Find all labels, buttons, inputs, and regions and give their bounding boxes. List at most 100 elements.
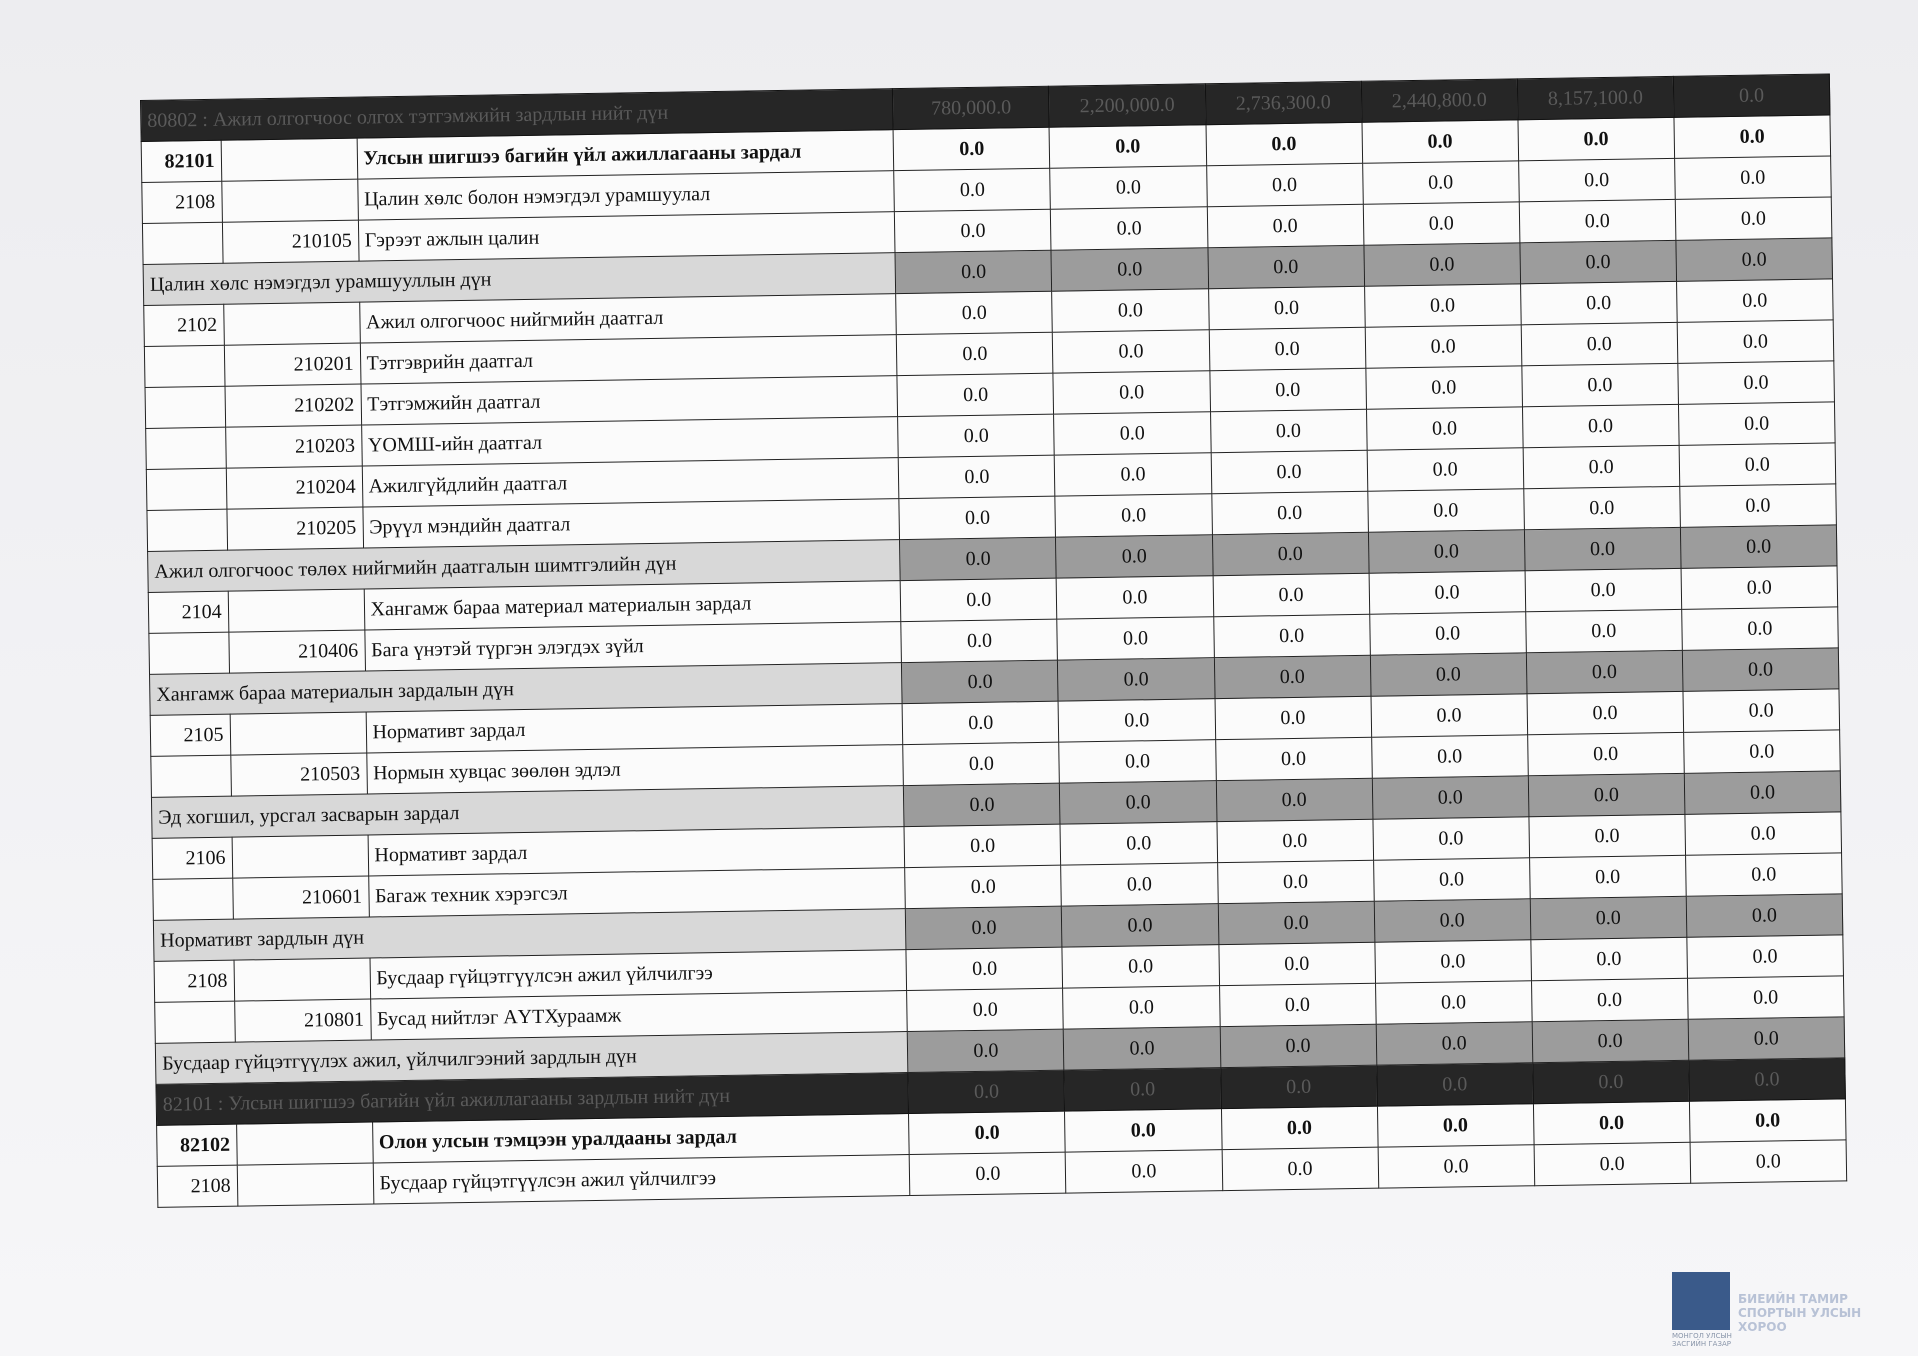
amount-cell: 0.0	[1053, 370, 1211, 415]
amount-cell: 0.0	[1681, 606, 1839, 651]
account-code: 2102	[143, 304, 224, 347]
sub-code: 210503	[230, 753, 367, 797]
amount-cell: 0.0	[1361, 119, 1519, 164]
amount-cell: 0.0	[906, 988, 1064, 1032]
account-code: 2105	[150, 714, 231, 757]
amount-cell: 0.0	[1061, 862, 1218, 907]
amount-cell: 0.0	[1679, 483, 1837, 528]
amount-cell: 0.0	[1527, 732, 1685, 776]
amount-cell: 0.0	[894, 168, 1051, 212]
account-code	[145, 427, 226, 470]
amount-cell: 0.0	[1371, 775, 1529, 820]
amount-cell: 0.0	[1675, 237, 1833, 282]
amount-cell: 0.0	[1688, 1057, 1846, 1102]
amount-cell: 0.0	[1367, 488, 1525, 533]
amount-cell: 0.0	[1677, 360, 1835, 405]
sub-code: 210204	[225, 466, 363, 510]
amount-cell: 0.0	[1056, 575, 1214, 620]
amount-cell: 0.0	[1684, 770, 1841, 815]
account-code: 82101	[141, 140, 222, 183]
amount-cell: 0.0	[1518, 199, 1676, 243]
amount-cell: 0.0	[903, 742, 1060, 786]
amount-cell: 0.0	[1221, 1147, 1379, 1191]
amount-cell: 0.0	[907, 1029, 1065, 1073]
amount-cell: 0.0	[1682, 647, 1839, 692]
amount-cell: 0.0	[1531, 978, 1688, 1022]
amount-cell: 0.0	[1054, 452, 1212, 497]
amount-cell: 0.0	[1680, 524, 1838, 569]
amount-cell: 0.0	[1049, 124, 1207, 169]
amount-cell: 0.0	[1528, 814, 1686, 858]
sub-code	[233, 958, 371, 1002]
sub-code: 210202	[224, 384, 362, 428]
amount-cell: 0.0	[1217, 901, 1375, 945]
amount-cell: 0.0	[1208, 327, 1366, 371]
amount-cell: 0.0	[1059, 739, 1216, 784]
amount-cell: 0.0	[1521, 363, 1679, 407]
sub-code	[227, 589, 365, 633]
amount-cell: 0.0	[1211, 532, 1369, 576]
amount-cell: 0.0	[1368, 529, 1525, 574]
amount-cell: 0.0	[1060, 821, 1218, 866]
amount-cell: 0.0	[1362, 160, 1519, 205]
account-code: 2108	[154, 960, 235, 1003]
amount-cell: 0.0	[1517, 117, 1675, 161]
amount-cell: 0.0	[1052, 329, 1210, 374]
amount-cell: 0.0	[1364, 324, 1522, 369]
sub-code: 210203	[225, 425, 362, 469]
amount-cell: 2,736,300.0	[1204, 81, 1362, 125]
account-code	[142, 222, 223, 265]
amount-cell: 0.0	[896, 332, 1054, 376]
amount-cell: 0.0	[1211, 491, 1369, 535]
account-code	[146, 468, 227, 511]
amount-cell: 0.0	[1053, 411, 1211, 456]
amount-cell: 0.0	[1373, 898, 1531, 943]
amount-cell: 0.0	[1368, 570, 1526, 615]
amount-cell: 0.0	[1371, 734, 1528, 779]
amount-cell: 0.0	[1206, 204, 1364, 248]
amount-cell: 0.0	[1519, 240, 1677, 284]
account-code	[150, 755, 232, 798]
sub-code	[223, 302, 360, 346]
amount-cell: 780,000.0	[892, 86, 1050, 130]
amount-cell: 0.0	[1370, 693, 1528, 738]
amount-cell: 0.0	[1530, 937, 1688, 981]
amount-cell: 0.0	[1675, 196, 1832, 241]
amount-cell: 0.0	[1217, 860, 1374, 904]
amount-cell: 0.0	[1212, 573, 1370, 617]
amount-cell: 0.0	[901, 660, 1059, 704]
amount-cell: 0.0	[1687, 975, 1845, 1020]
amount-cell: 0.0	[901, 619, 1058, 663]
account-code	[145, 386, 226, 429]
amount-cell: 0.0	[1059, 780, 1217, 825]
amount-cell: 0.0	[1375, 980, 1532, 1025]
sub-code	[229, 712, 367, 756]
amount-cell: 0.0	[904, 824, 1062, 868]
amount-cell: 0.0	[1055, 493, 1212, 538]
amount-cell: 0.0	[1219, 1024, 1377, 1068]
amount-cell: 0.0	[1062, 985, 1220, 1030]
amount-cell: 0.0	[1527, 773, 1685, 817]
amount-cell: 0.0	[897, 373, 1054, 417]
amount-cell: 0.0	[904, 865, 1062, 909]
amount-cell: 0.0	[1052, 288, 1209, 333]
amount-cell: 0.0	[1531, 1019, 1689, 1063]
amount-cell: 0.0	[1518, 158, 1676, 202]
amount-cell: 0.0	[1525, 609, 1683, 653]
amount-cell: 0.0	[1673, 114, 1831, 159]
amount-cell: 0.0	[1529, 896, 1687, 940]
amount-cell: 0.0	[1210, 409, 1367, 453]
sub-code: 210201	[223, 343, 361, 387]
amount-cell: 0.0	[1522, 404, 1679, 448]
account-code: 82102	[156, 1124, 237, 1167]
amount-cell: 0.0	[1065, 1149, 1223, 1194]
amount-cell: 0.0	[895, 250, 1053, 294]
amount-cell: 0.0	[1685, 852, 1843, 897]
amount-cell: 0.0	[906, 947, 1063, 991]
amount-cell: 2,200,000.0	[1048, 83, 1206, 128]
amount-cell: 0.0	[1050, 165, 1207, 210]
amount-cell: 0.0	[1526, 691, 1684, 735]
amount-cell: 0.0	[1366, 447, 1524, 492]
amount-cell: 0.0	[899, 537, 1057, 581]
amount-cell: 0.0	[1055, 534, 1213, 579]
